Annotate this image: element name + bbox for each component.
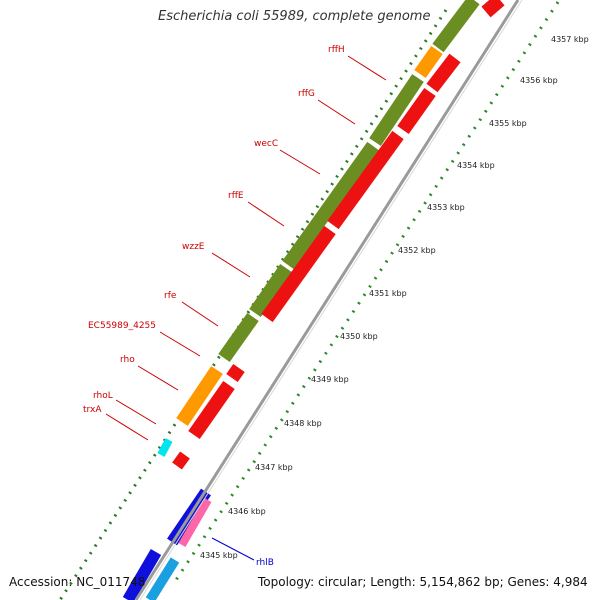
ruler-tick-label: 4355 kbp — [489, 119, 527, 128]
ruler-tick-label: 4345 kbp — [200, 551, 238, 560]
gene-label-leader — [279, 149, 321, 175]
gene-label-leader — [211, 537, 255, 561]
gene-label-leader — [115, 399, 157, 425]
ruler-tick-label: 4350 kbp — [340, 332, 378, 341]
gc-skew-track-inner — [174, 1, 560, 581]
ruler-tick-label: 4348 kbp — [284, 419, 322, 428]
gene-label-wecc[interactable]: wecC — [254, 139, 278, 149]
gene-label-wzze[interactable]: wzzE — [182, 242, 205, 252]
gene-block[interactable] — [369, 74, 424, 146]
gene-block[interactable] — [481, 0, 505, 18]
gene-block[interactable] — [414, 45, 443, 79]
gene-label-rho[interactable]: rho — [120, 355, 135, 365]
ruler-tick-label: 4353 kbp — [427, 203, 465, 212]
gene-block[interactable] — [226, 363, 245, 383]
gene-block[interactable] — [145, 557, 180, 600]
gene-label-leader — [211, 252, 251, 278]
gene-label-leader — [105, 413, 149, 441]
gene-block[interactable] — [261, 225, 336, 323]
gene-block[interactable] — [157, 438, 173, 457]
ruler-tick-label: 4357 kbp — [551, 35, 589, 44]
gene-label-rhol[interactable]: rhoL — [93, 391, 113, 401]
gene-label-rffh[interactable]: rffH — [328, 45, 345, 55]
gene-label-leader — [181, 301, 219, 327]
cog-track — [122, 0, 480, 600]
gene-block[interactable] — [432, 0, 480, 53]
map-title: Escherichia coli 55989, complete genome — [158, 9, 431, 24]
gene-block[interactable] — [327, 130, 404, 230]
gene-label-leader — [247, 201, 285, 227]
gene-label-rfe[interactable]: rfe — [164, 291, 177, 301]
gene-label-leader — [347, 55, 387, 81]
ruler-tick-label: 4346 kbp — [228, 507, 266, 516]
ruler-tick-label: 4354 kbp — [457, 161, 495, 170]
kbp-ruler: 4357 kbp 4356 kbp 4355 kbp 4354 kbp 4353 kbp… — [200, 35, 589, 560]
gene-label-rhlb[interactable]: rhlB — [256, 558, 274, 568]
gene-label-leader — [159, 331, 201, 357]
gene-label-rffg[interactable]: rffG — [298, 89, 315, 99]
genome-summary: Topology: circular; Length: 5,154,862 bp… — [258, 575, 588, 589]
gene-label-ec55989_4255[interactable]: EC55989_4255 — [88, 321, 156, 331]
gene-block[interactable] — [176, 366, 223, 426]
gene-label-leader — [137, 365, 179, 391]
ruler-tick-label: 4352 kbp — [398, 246, 436, 255]
ruler-tick-label: 4349 kbp — [311, 375, 349, 384]
accession-label: Accession: NC_011748 — [9, 575, 146, 589]
genome-backbone — [134, 0, 520, 600]
gene-block[interactable] — [426, 53, 461, 93]
ruler-tick-label: 4347 kbp — [255, 463, 293, 472]
ruler-tick-label: 4351 kbp — [369, 289, 407, 298]
gene-label-rffe[interactable]: rffE — [228, 191, 244, 201]
gene-block[interactable] — [178, 497, 212, 548]
ruler-tick-label: 4356 kbp — [520, 76, 558, 85]
gene-block[interactable] — [397, 87, 436, 135]
genome-backbone-highlight — [139, 0, 523, 600]
gene-block[interactable] — [172, 451, 190, 470]
cds-track — [145, 0, 505, 600]
gene-block[interactable] — [218, 312, 259, 363]
gene-label-leader — [317, 99, 356, 125]
gene-block[interactable] — [188, 380, 235, 440]
gene-block[interactable] — [282, 141, 379, 270]
gene-label-trxa[interactable]: trxA — [83, 405, 102, 415]
gene-block[interactable] — [249, 264, 292, 317]
gene-block[interactable] — [122, 548, 162, 600]
